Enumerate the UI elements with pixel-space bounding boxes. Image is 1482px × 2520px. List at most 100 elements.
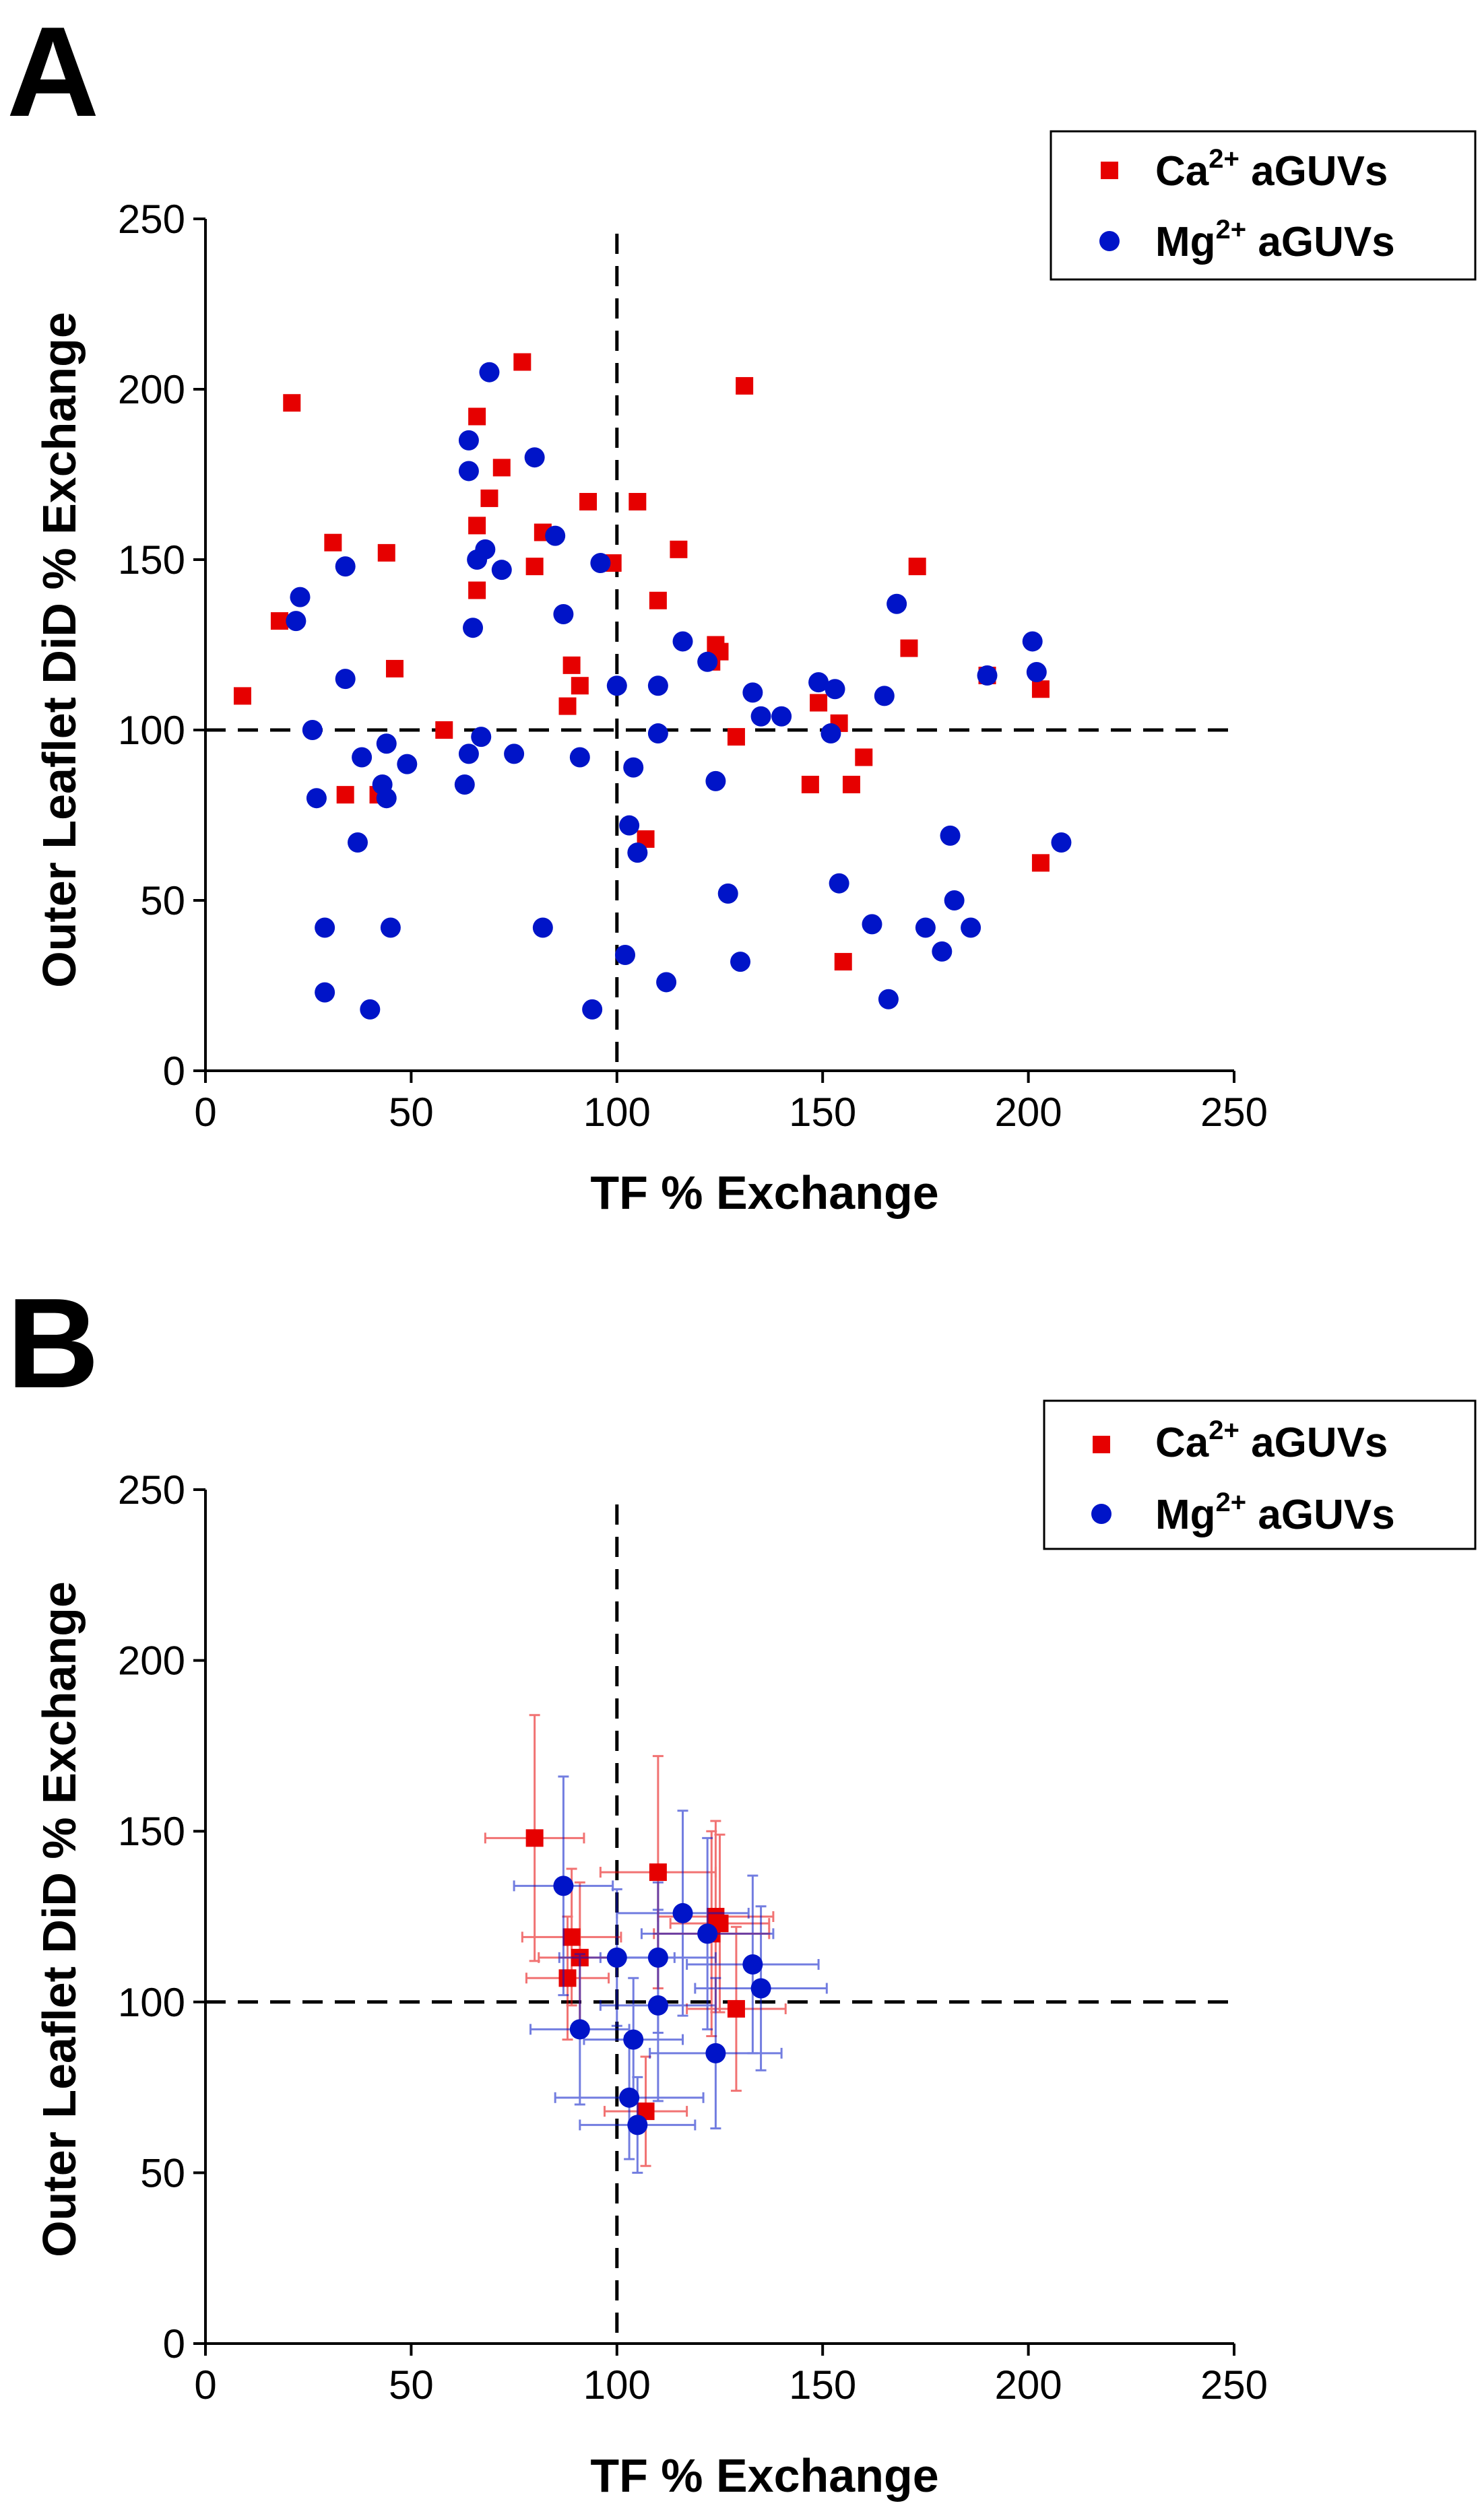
- panel-a-point-mg: [627, 842, 648, 863]
- panel-a-point-mg: [623, 757, 644, 778]
- panel-b-point-mg: [569, 2019, 590, 2040]
- panel-b-x-tick-label: 100: [583, 2362, 651, 2408]
- panel-a-point-mg: [606, 675, 627, 696]
- panel-a-point-mg: [829, 873, 849, 894]
- panel-b-legend-label-mg: Mg2+ aGUVs: [1155, 1488, 1395, 1538]
- panel-a-point-ca: [562, 656, 581, 674]
- panel-a-point-mg: [717, 883, 738, 904]
- panel-b-point-ca: [525, 1829, 544, 1847]
- panel-b-marks: [484, 1714, 828, 2174]
- panel-a-legend-label-ca: Ca2+ aGUVs: [1155, 144, 1388, 195]
- panel-a-point-ca: [801, 775, 819, 793]
- panel-a-point-mg: [491, 560, 512, 581]
- panel-b-y-tick-label: 50: [140, 2150, 185, 2195]
- panel-a-point-mg: [315, 917, 335, 938]
- panel-a-x-tick-label: 150: [789, 1090, 856, 1135]
- panel-a-point-mg: [590, 553, 611, 574]
- panel-a-point-mg: [360, 999, 381, 1020]
- panel-a-point-mg: [376, 733, 397, 754]
- panel-a-x-tick-label: 100: [583, 1090, 651, 1135]
- panel-a-point-ca: [513, 353, 531, 371]
- panel-b-point-mg: [627, 2115, 648, 2135]
- panel-b-y-axis-title: Outer Leaflet DiD % Exchange: [33, 1581, 86, 2257]
- panel-a-point-ca: [233, 687, 251, 705]
- panel-a-point-mg: [1022, 631, 1043, 652]
- panel-a-point-mg: [672, 631, 693, 652]
- panel-a-point-mg: [940, 825, 961, 846]
- panel-a-legend-marker-ca: [1101, 162, 1118, 179]
- panel-a-point-mg: [808, 672, 829, 693]
- panel-a-legend-marker-mg: [1099, 231, 1120, 251]
- panel-b-point-mg: [647, 1947, 668, 1968]
- panel-a-point-ca: [1031, 854, 1050, 872]
- panel-b-x-tick-label: 0: [194, 2362, 216, 2408]
- panel-a-point-mg: [887, 593, 907, 614]
- panel-a-point-ca: [1031, 680, 1050, 698]
- panel-a-point-ca: [579, 492, 598, 510]
- panel-a-point-ca: [834, 953, 852, 971]
- panel-b-point-mg: [619, 2087, 640, 2108]
- panel-a-point-mg: [878, 989, 899, 1009]
- panel-b-point-mg: [623, 2029, 644, 2050]
- panel-a-point-ca: [736, 376, 754, 395]
- panel-b-point-ca: [727, 1999, 745, 2018]
- panel-a-point-mg: [932, 941, 953, 962]
- panel-a-point-mg: [771, 706, 792, 727]
- panel-a-point-mg: [1026, 661, 1047, 682]
- panel-a-point-ca: [468, 517, 486, 535]
- panel-a-point-mg: [915, 917, 936, 938]
- panel-a-point-ca: [525, 558, 544, 576]
- panel-a-point-mg: [874, 686, 895, 706]
- panel-a-legend: Ca2+ aGUVs Mg2+ aGUVs: [1050, 130, 1477, 281]
- panel-a-point-mg: [290, 587, 311, 607]
- panel-a-point-mg: [820, 723, 841, 744]
- panel-a-point-mg: [286, 611, 307, 632]
- panel-a-point-mg: [306, 788, 327, 809]
- panel-a-point-ca: [270, 612, 288, 630]
- panel-b-reference-lines: [205, 1504, 1234, 2344]
- panel-a-point-ca: [810, 694, 828, 712]
- panel-a-point-mg: [335, 556, 356, 577]
- panel-a-point-mg: [458, 743, 479, 764]
- panel-a-point-ca: [468, 581, 486, 599]
- panel-a-point-mg: [647, 675, 668, 696]
- panel-a-point-ca: [468, 407, 486, 426]
- panel-a-point-mg: [458, 461, 479, 482]
- panel-a-point-mg: [380, 917, 401, 938]
- panel-a-y-tick-label: 50: [140, 878, 185, 923]
- panel-a-point-mg: [705, 770, 726, 791]
- panel-b-letter: B: [7, 1272, 99, 1415]
- panel-a-series-mg: [286, 362, 1072, 1020]
- panel-b-x-tick-label: 50: [389, 2362, 434, 2408]
- panel-a-legend-box: [1050, 130, 1477, 281]
- panel-a-x-axis-title: TF % Exchange: [590, 1166, 938, 1219]
- panel-b-point-mg: [606, 1947, 627, 1968]
- panel-a-point-mg: [553, 603, 574, 624]
- panel-a-x-tick-label: 50: [389, 1090, 434, 1135]
- panel-a-point-ca: [480, 489, 498, 507]
- panel-a-point-mg: [458, 430, 479, 451]
- panel-b-point-mg: [553, 1876, 574, 1896]
- panel-a-reference-lines: [205, 234, 1234, 1071]
- panel-a-point-ca: [842, 775, 860, 793]
- panel-a-point-mg: [532, 917, 553, 938]
- panel-a-letter: A: [7, 1, 99, 143]
- panel-a-point-mg: [524, 447, 545, 468]
- panel-a-point-mg: [944, 890, 965, 910]
- panel-b-legend-marker-ca: [1093, 1436, 1110, 1453]
- panel-a-point-mg: [619, 815, 640, 836]
- panel-b-x-axis-title: TF % Exchange: [590, 2449, 938, 2502]
- panel-a-y-tick-label: 250: [118, 197, 185, 242]
- panel-a-point-ca: [377, 543, 395, 562]
- panel-b-legend-box: [1043, 1399, 1477, 1550]
- panel-b-series-mg: [513, 1775, 828, 2174]
- panel-a-point-mg: [315, 982, 335, 1003]
- panel-a-point-mg: [977, 665, 998, 686]
- panel-b-point-mg: [647, 1995, 668, 2016]
- panel-a-point-ca: [900, 639, 918, 657]
- panel-a-point-ca: [571, 677, 589, 695]
- panel-a-point-mg: [475, 539, 496, 560]
- panel-a-y-tick-label: 150: [118, 537, 185, 583]
- panel-a-marks: [233, 353, 1072, 1020]
- panel-b-point-mg: [705, 2043, 726, 2063]
